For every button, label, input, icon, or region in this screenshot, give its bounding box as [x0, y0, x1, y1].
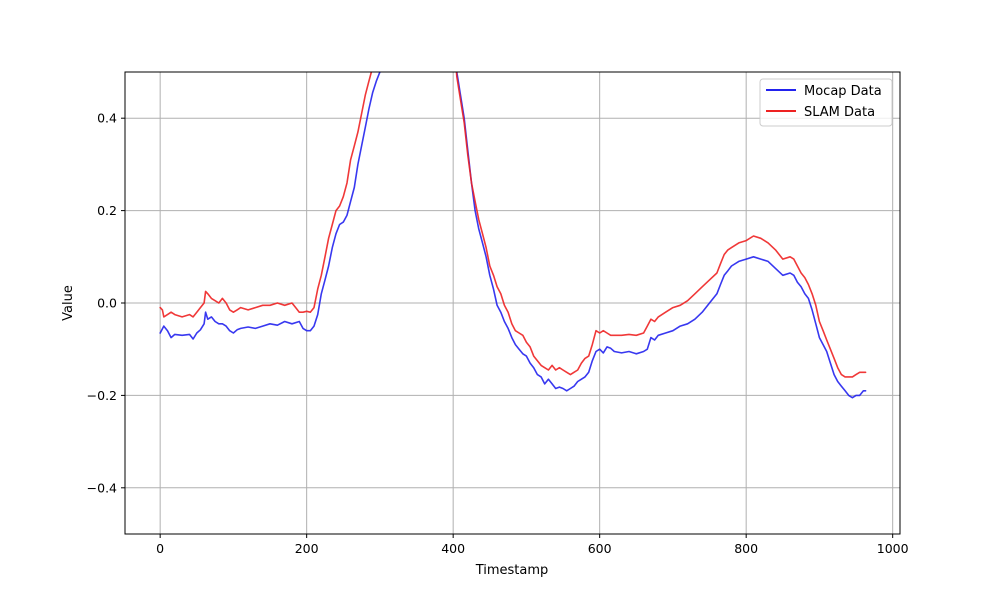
x-axis-label: Timestamp	[475, 563, 549, 578]
y-axis-label: Value	[61, 285, 76, 321]
legend: Mocap Data SLAM Data	[759, 78, 893, 127]
y-tick-label: −0.2	[87, 388, 117, 403]
ticks: 0 200 400 600 800 1000 −0.4 −0.2 0.0 0.2 0.4	[87, 111, 909, 556]
legend-label-slam: SLAM Data	[804, 105, 875, 120]
y-tick-label: 0.2	[97, 203, 117, 218]
x-tick-label: 600	[588, 541, 612, 556]
series-layer	[159, 72, 867, 399]
series-line-mocap-data	[159, 72, 867, 399]
x-tick-label: 800	[734, 541, 758, 556]
y-tick-label: 0.0	[97, 296, 117, 311]
legend-label-mocap: Mocap Data	[804, 84, 882, 99]
x-tick-label: 400	[441, 541, 465, 556]
y-tick-label: −0.4	[87, 480, 117, 495]
x-tick-label: 1000	[877, 541, 909, 556]
x-tick-label: 0	[156, 541, 164, 556]
series-line-slam-data	[159, 72, 867, 378]
y-tick-label: 0.4	[97, 111, 117, 126]
x-tick-label: 200	[295, 541, 319, 556]
